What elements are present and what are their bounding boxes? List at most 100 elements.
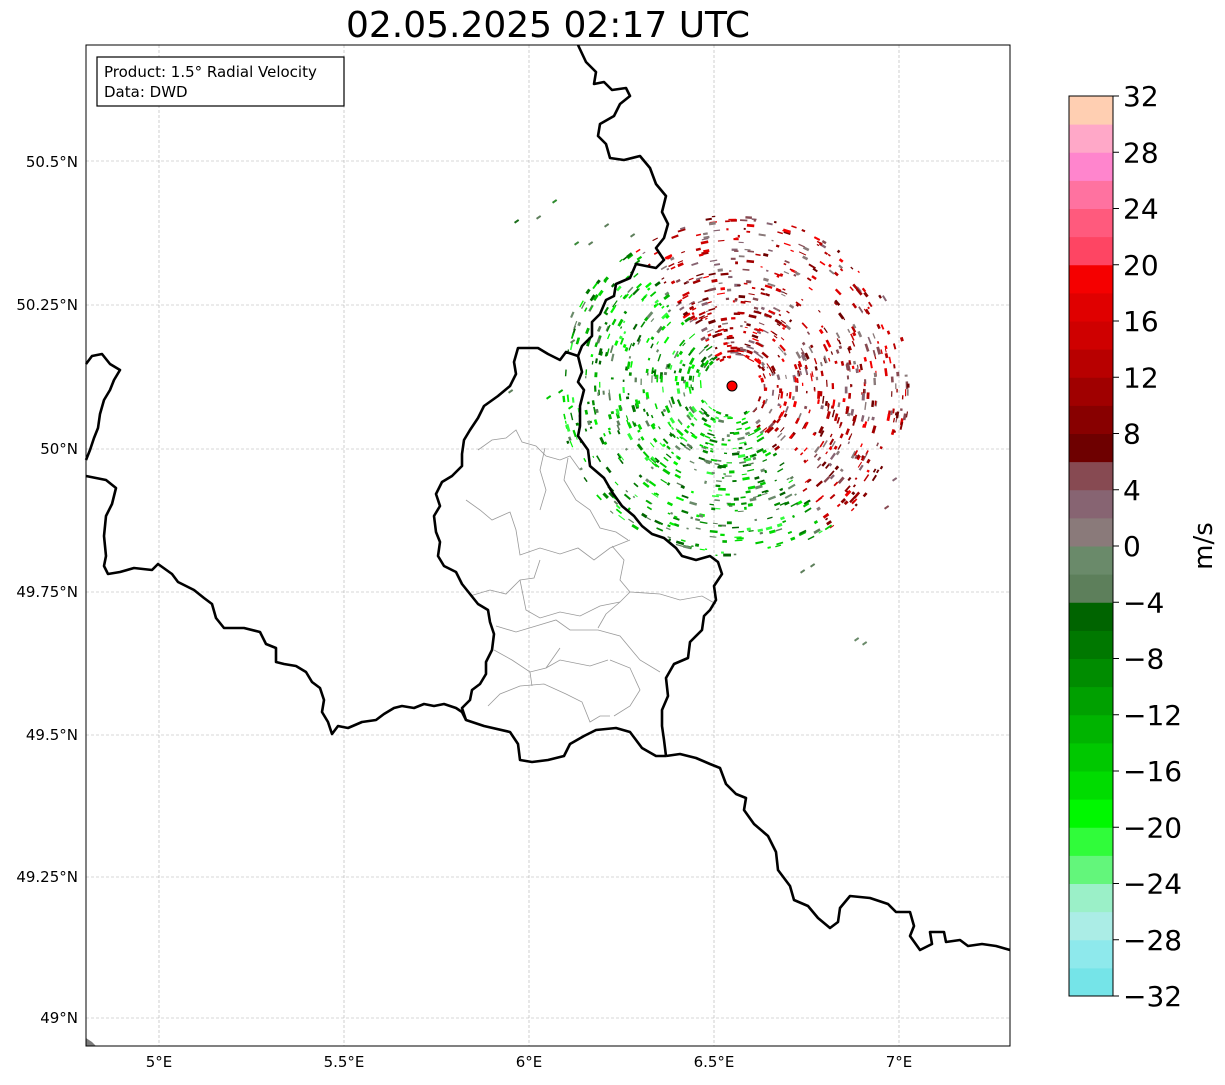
echo-cell [662, 438, 669, 445]
colorbar-tick-label: −24 [1123, 868, 1182, 901]
echo-cell [730, 346, 738, 350]
echo-cell [861, 455, 864, 459]
echo-cell [780, 337, 785, 341]
echo-cell [725, 413, 729, 417]
echo-cell [649, 291, 657, 298]
echo-cell [826, 411, 831, 420]
colorbar-segment [1069, 292, 1113, 322]
echo-cell [693, 468, 697, 471]
echo-cell [708, 405, 713, 410]
echo-cell [656, 341, 659, 345]
echo-cell [829, 433, 833, 438]
echo-cell [786, 310, 790, 314]
echo-cell [619, 326, 623, 329]
echo-cell [726, 434, 730, 437]
echo-cell [819, 440, 825, 448]
echo-cell [675, 468, 682, 474]
echo-cell [670, 451, 675, 455]
echo-cell [791, 396, 795, 401]
echo-cell [865, 308, 871, 315]
echo-cell [650, 414, 654, 419]
echo-cell [790, 536, 796, 541]
echo-cell [637, 339, 642, 345]
echo-cell [855, 288, 863, 296]
echo-cell [645, 397, 648, 400]
echo-cell [692, 375, 695, 383]
echo-cell [794, 447, 799, 452]
echo-cell [688, 375, 693, 381]
colorbar-segment [1069, 574, 1113, 603]
echo-cell [708, 287, 717, 292]
echo-cell [825, 451, 828, 455]
echo-cell [812, 267, 818, 273]
echo-cell [834, 288, 842, 296]
echo-cell [714, 499, 720, 502]
echo-cell [514, 219, 520, 224]
echo-cell [654, 403, 658, 410]
echo-cell [628, 372, 632, 376]
echo-cell [895, 411, 900, 419]
echo-cell [756, 424, 761, 429]
echo-cell [636, 334, 642, 342]
echo-cell [714, 351, 723, 358]
echo-cell [642, 389, 645, 394]
echo-cell [585, 288, 591, 295]
echo-cell [720, 287, 726, 291]
echo-cell [779, 388, 783, 394]
echo-cell [658, 426, 661, 430]
echo-cell [856, 364, 859, 369]
echo-cell [718, 524, 722, 527]
echo-cell [801, 422, 807, 430]
echo-cell [782, 288, 786, 291]
echo-cell [682, 312, 691, 319]
echo-cell [788, 319, 793, 323]
echo-cell [839, 468, 844, 473]
echo-cell [603, 276, 609, 283]
echo-cell [755, 253, 761, 256]
echo-cell [583, 307, 588, 312]
echo-cell [812, 432, 816, 436]
echo-cell [825, 517, 829, 521]
echo-cell [676, 388, 681, 394]
echo-cell [627, 286, 634, 294]
echo-cell [663, 336, 670, 344]
echo-cell [838, 264, 844, 270]
echo-cell [664, 254, 673, 260]
colorbar-segment [1069, 96, 1113, 125]
echo-cell [711, 355, 718, 361]
echo-cell [720, 317, 728, 322]
echo-cell [715, 410, 722, 415]
echo-cell [886, 413, 891, 422]
lat-tick-label: 50.5°N [26, 153, 78, 171]
echo-cell [566, 394, 570, 403]
echo-cell [686, 425, 691, 429]
echo-cell [838, 258, 844, 263]
echo-cell [753, 218, 757, 222]
echo-cell [688, 386, 692, 394]
echo-cell [892, 430, 896, 434]
echo-cell [686, 414, 692, 421]
echo-cell [673, 460, 679, 466]
echo-cell [738, 241, 744, 244]
echo-cell [850, 266, 854, 270]
echo-cell [836, 338, 839, 342]
echo-cell [744, 426, 751, 431]
echo-cell [867, 306, 870, 310]
echo-cell [751, 453, 756, 457]
echo-cell [853, 450, 859, 456]
echo-cell [864, 379, 867, 384]
echo-cell [622, 343, 627, 349]
echo-cell [746, 349, 753, 355]
echo-cell [705, 441, 713, 445]
echo-cell [698, 311, 706, 316]
echo-cell [688, 405, 696, 414]
echo-cell [779, 273, 784, 277]
echo-cell [857, 270, 860, 274]
echo-cell [610, 377, 614, 380]
echo-cell [690, 384, 692, 388]
echo-cell [565, 423, 571, 432]
echo-cell [602, 390, 605, 395]
echo-cell [764, 284, 773, 289]
country-borders [84, 44, 1011, 952]
echo-cell [783, 271, 790, 275]
